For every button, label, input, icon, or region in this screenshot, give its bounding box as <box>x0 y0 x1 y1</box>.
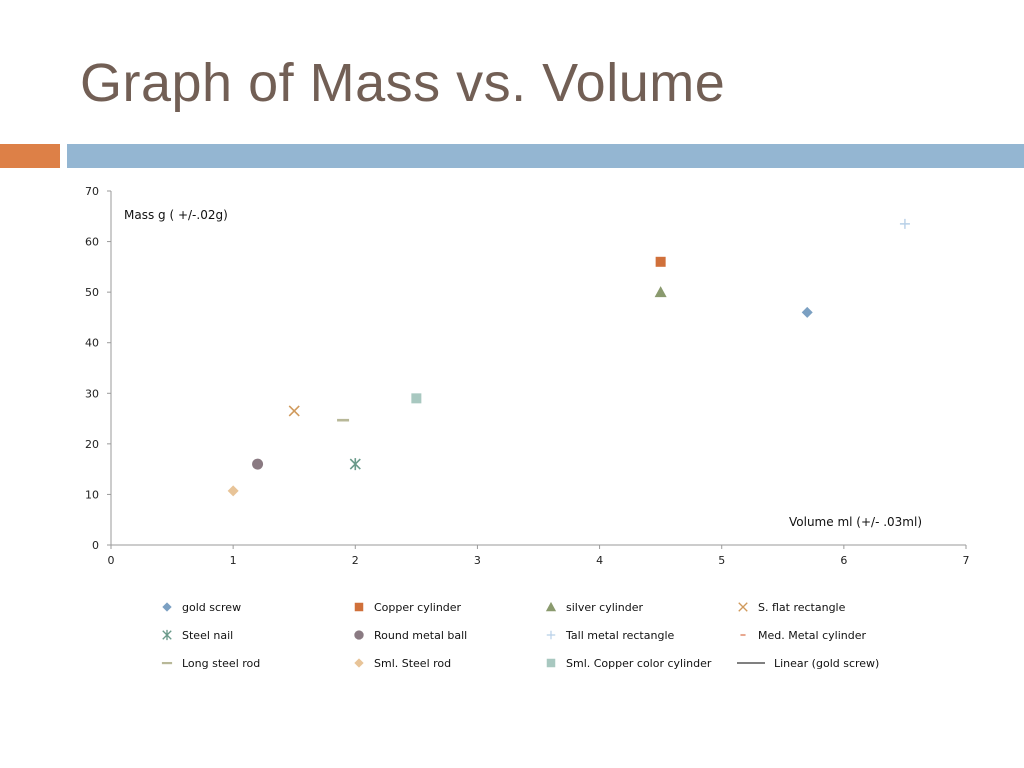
point-gold-screw <box>801 306 813 318</box>
y-tick-label: 40 <box>85 337 99 350</box>
legend-symbol <box>354 658 364 668</box>
legend-label: Steel nail <box>182 628 234 642</box>
legend-marker <box>546 658 556 668</box>
legend-item: Steel nail <box>160 624 233 646</box>
legend-label: Long steel rod <box>182 656 261 670</box>
point-silver-cylinder <box>654 286 667 298</box>
legend-symbol <box>354 602 364 612</box>
point-sml-steel-rod <box>227 485 239 497</box>
y-tick-label: 70 <box>85 185 99 198</box>
legend-item: gold screw <box>160 596 241 618</box>
legend-label: Sml. Copper color cylinder <box>566 656 712 670</box>
legend-item: Linear (gold screw) <box>736 652 879 674</box>
legend-item: Copper cylinder <box>352 596 461 618</box>
x-tick-label: 5 <box>718 554 725 567</box>
legend-symbol <box>546 658 556 668</box>
slide-title: Graph of Mass vs. Volume <box>80 53 726 113</box>
point-tall-metal-rectangle <box>899 218 910 229</box>
legend-item: Sml. Steel rod <box>352 652 451 674</box>
legend-symbol <box>546 630 556 640</box>
legend-marker <box>545 601 557 612</box>
legend-row: Long steel rod Sml. Steel rod Sml. Copper … <box>160 652 960 680</box>
x-tick-label: 7 <box>963 554 970 567</box>
x-axis-label: Volume ml (+/- .03ml) <box>789 515 922 529</box>
legend-label: Copper cylinder <box>374 600 462 614</box>
legend-item: S. flat rectangle <box>736 596 845 618</box>
point-copper-cylinder <box>655 256 666 267</box>
x-tick-label: 3 <box>474 554 481 567</box>
y-tick-label: 20 <box>85 438 99 451</box>
legend-marker <box>354 658 364 668</box>
legend-label: S. flat rectangle <box>758 600 846 614</box>
legend-label: Round metal ball <box>374 628 468 642</box>
legend-symbol <box>740 633 746 637</box>
legend-item: Tall metal rectangle <box>544 624 674 646</box>
legend-symbol <box>354 630 364 640</box>
legend-symbol <box>161 661 173 665</box>
x-tick-label: 2 <box>352 554 359 567</box>
accent-bar <box>0 144 60 168</box>
point-round-metal-ball <box>252 458 264 470</box>
legend-symbol <box>738 602 748 612</box>
legend-label: gold screw <box>182 600 242 614</box>
legend-label: Linear (gold screw) <box>774 656 880 670</box>
y-axis-label: Mass g ( +/-.02g) <box>124 208 228 222</box>
y-tick-label: 0 <box>92 539 99 552</box>
legend-item: silver cylinder <box>544 596 643 618</box>
legend-marker <box>354 630 364 640</box>
legend-marker <box>162 602 172 612</box>
y-tick-label: 30 <box>85 387 99 400</box>
point-steel-nail <box>349 458 361 471</box>
legend-label: Sml. Steel rod <box>374 656 452 670</box>
legend-marker <box>162 629 172 641</box>
x-tick-label: 4 <box>596 554 603 567</box>
chart-legend: gold screw Copper cylinder silver cylinder… <box>160 596 960 680</box>
legend-label: Med. Metal cylinder <box>758 628 867 642</box>
x-tick-label: 0 <box>108 554 115 567</box>
y-tick-label: 50 <box>85 286 99 299</box>
legend-label: silver cylinder <box>566 600 644 614</box>
legend-row: Steel nail Round metal ball Tall metal rec… <box>160 624 960 652</box>
y-tick-label: 60 <box>85 236 99 249</box>
legend-marker <box>354 602 364 612</box>
point-sml-copper-color-cylinder <box>411 393 422 404</box>
legend-marker <box>740 633 746 637</box>
legend-marker <box>546 630 556 640</box>
legend-row: gold screw Copper cylinder silver cylinder… <box>160 596 960 624</box>
legend-item: Round metal ball <box>352 624 467 646</box>
legend-marker <box>738 602 748 612</box>
legend-symbol <box>162 602 172 612</box>
y-tick-label: 10 <box>85 488 99 501</box>
legend-symbol <box>545 601 557 612</box>
legend-item: Sml. Copper color cylinder <box>544 652 711 674</box>
legend-item: Long steel rod <box>160 652 260 674</box>
legend-marker <box>737 662 765 664</box>
legend-marker <box>161 661 173 665</box>
x-tick-label: 1 <box>230 554 237 567</box>
point-long-steel-rod <box>337 418 350 422</box>
legend-label: Tall metal rectangle <box>566 628 675 642</box>
point-s-flat-rectangle <box>288 405 300 417</box>
legend-item: Med. Metal cylinder <box>736 624 866 646</box>
legend-symbol <box>162 629 172 641</box>
title-band <box>67 144 1024 168</box>
x-tick-label: 6 <box>840 554 847 567</box>
